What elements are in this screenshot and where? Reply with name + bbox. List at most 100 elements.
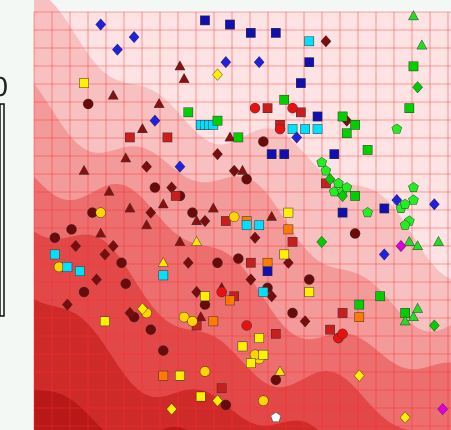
data-point-square	[158, 370, 169, 381]
data-point-square	[329, 149, 340, 159]
data-markers	[49, 10, 449, 424]
data-point-square	[350, 120, 360, 130]
data-point-triangle	[120, 152, 132, 163]
data-point-diamond	[141, 160, 153, 173]
contour-band	[34, 299, 451, 430]
data-point-triangle	[416, 39, 428, 50]
data-point-square	[296, 107, 306, 118]
data-point-square	[225, 295, 235, 306]
data-point-square	[271, 28, 281, 38]
data-point-square	[279, 94, 290, 105]
data-point-diamond	[174, 160, 186, 173]
data-point-triangle	[136, 122, 148, 133]
data-point-circle	[241, 173, 252, 185]
data-point-triangle	[157, 198, 169, 209]
data-point-triangle	[178, 72, 190, 83]
data-point-square	[183, 107, 194, 118]
data-point-square	[279, 249, 290, 260]
data-point-triangle	[78, 164, 90, 175]
data-point-square	[300, 124, 310, 134]
data-point-square	[258, 287, 269, 297]
data-point-square	[175, 370, 185, 381]
data-point-circle	[199, 299, 211, 310]
data-point-circle	[187, 316, 198, 327]
data-point-square	[254, 220, 265, 231]
data-point-diamond	[149, 114, 161, 127]
data-point-square	[100, 316, 110, 327]
data-point-square	[225, 19, 235, 30]
data-point-square	[262, 266, 273, 277]
data-point-diamond	[137, 302, 148, 315]
data-point-circle	[233, 253, 244, 264]
data-point-square	[408, 61, 419, 72]
data-point-triangle	[103, 185, 115, 196]
data-point-diamond	[70, 239, 82, 253]
data-point-square	[337, 207, 348, 218]
data-point-diamond	[61, 298, 73, 311]
data-point-square	[170, 191, 181, 201]
data-point-square	[325, 324, 335, 335]
data-point-diamond	[437, 403, 449, 416]
data-point-circle	[287, 307, 298, 319]
data-point-diamond	[412, 81, 424, 94]
colorbar-tick-label: 0	[0, 73, 9, 103]
data-point-square	[304, 36, 315, 47]
data-point-diamond	[99, 248, 111, 261]
data-point-square	[375, 291, 385, 302]
data-point-square	[75, 266, 85, 277]
data-point-square	[50, 249, 60, 260]
data-point-triangle	[412, 302, 424, 313]
data-point-triangle	[399, 315, 411, 326]
data-point-triangle	[266, 210, 278, 221]
colorbar-frame	[0, 103, 5, 317]
data-point-square	[220, 216, 231, 226]
data-point-diamond	[391, 193, 403, 207]
data-point-triangle	[124, 202, 136, 213]
data-point-square	[350, 191, 360, 201]
data-point-triangle	[274, 365, 286, 376]
data-point-triangle	[224, 131, 236, 142]
data-point-pentagon	[408, 194, 419, 205]
data-point-square	[262, 103, 273, 113]
data-point-triangle	[174, 235, 186, 246]
data-point-square	[312, 124, 323, 134]
data-point-circle	[258, 395, 269, 406]
data-point-square	[79, 78, 89, 88]
data-point-diamond	[199, 214, 211, 228]
data-point-square	[200, 291, 210, 302]
data-point-circle	[120, 278, 131, 289]
data-point-diamond	[95, 18, 107, 31]
data-point-square	[62, 262, 73, 272]
data-point-diamond	[337, 189, 348, 203]
data-point-diamond	[320, 35, 332, 48]
data-point-diamond	[212, 148, 223, 161]
data-point-circle	[216, 286, 227, 298]
data-point-diamond	[145, 206, 157, 219]
data-point-diamond	[111, 43, 123, 56]
data-point-square	[279, 149, 290, 159]
data-point-triangle	[412, 240, 424, 251]
data-point-circle	[82, 98, 94, 110]
data-point-triangle	[153, 97, 165, 108]
data-point-diamond	[220, 56, 232, 69]
data-point-circle	[149, 182, 161, 193]
data-point-triangle	[207, 202, 219, 213]
data-point-circle	[95, 207, 106, 218]
data-point-square	[312, 111, 323, 122]
data-point-square	[212, 115, 223, 126]
data-point-square	[245, 257, 256, 268]
data-point-diamond	[316, 235, 328, 249]
data-point-circle	[178, 311, 190, 323]
data-point-square	[296, 78, 306, 88]
data-point-triangle	[191, 235, 203, 246]
data-point-diamond	[324, 173, 336, 186]
data-point-square	[266, 149, 277, 159]
data-point-diamond	[212, 68, 223, 81]
data-point-circle	[145, 324, 157, 335]
data-point-circle	[49, 232, 61, 243]
data-point-triangle	[107, 89, 119, 100]
data-point-square	[158, 270, 169, 281]
data-point-square	[304, 57, 315, 68]
data-point-triangle	[95, 227, 107, 238]
data-point-triangle	[407, 10, 419, 21]
